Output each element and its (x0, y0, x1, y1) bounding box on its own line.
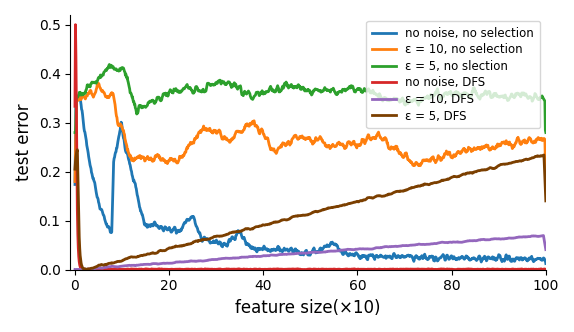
ε = 10, no selection (395, 150, 402, 154)
Line: ε = 10, no selection: ε = 10, no selection (75, 83, 546, 182)
no noise, DFS (448, 267, 455, 271)
Line: ε = 5, no slection: ε = 5, no slection (75, 64, 546, 132)
ε = 10, DFS (262, 254, 269, 258)
ε = 5, DFS (542, 199, 549, 203)
ε = 5, DFS (121, 258, 127, 262)
Line: no noise, no selection: no noise, no selection (75, 95, 546, 264)
Line: no noise, DFS: no noise, DFS (75, 25, 546, 270)
ε = 10, DFS (542, 248, 549, 252)
ε = 5, no slection (120, 66, 127, 70)
no noise, DFS (262, 267, 269, 271)
no noise, no selection (262, 247, 269, 251)
no noise, DFS (72, 23, 79, 27)
Y-axis label: test error: test error (15, 104, 33, 181)
ε = 10, no selection (120, 128, 127, 132)
no noise, DFS (120, 267, 127, 271)
ε = 10, no selection (280, 141, 286, 145)
no noise, no selection (395, 254, 402, 258)
ε = 5, no slection (106, 62, 113, 66)
no noise, DFS (72, 104, 79, 108)
no noise, no selection (120, 136, 127, 140)
no noise, DFS (280, 267, 286, 271)
ε = 10, DFS (439, 240, 446, 244)
ε = 5, DFS (448, 175, 455, 179)
ε = 5, DFS (280, 218, 287, 222)
ε = 5, no slection (439, 95, 446, 99)
ε = 5, DFS (72, 167, 79, 171)
Legend: no noise, no selection, ε = 10, no selection, ε = 5, no slection, no noise, DFS,: no noise, no selection, ε = 10, no selec… (366, 21, 540, 128)
ε = 5, DFS (396, 190, 403, 194)
no noise, no selection (76, 93, 83, 97)
ε = 10, DFS (120, 264, 127, 268)
ε = 10, DFS (395, 244, 402, 248)
ε = 5, no slection (280, 84, 286, 88)
ε = 5, no slection (395, 99, 402, 103)
ε = 5, no slection (262, 90, 269, 94)
ε = 5, DFS (74, 148, 81, 152)
ε = 10, DFS (448, 240, 455, 244)
ε = 10, no selection (95, 81, 102, 85)
ε = 5, DFS (263, 222, 270, 226)
ε = 10, DFS (540, 233, 547, 237)
Line: ε = 5, DFS: ε = 5, DFS (75, 150, 546, 270)
no noise, DFS (395, 268, 402, 272)
no noise, DFS (542, 267, 549, 271)
ε = 10, no selection (448, 155, 455, 159)
no noise, no selection (542, 262, 549, 266)
ε = 10, DFS (280, 252, 286, 256)
ε = 5, DFS (440, 178, 447, 182)
no noise, DFS (453, 268, 460, 272)
no noise, no selection (72, 183, 79, 187)
ε = 10, DFS (76, 268, 83, 272)
ε = 10, DFS (72, 268, 79, 272)
ε = 5, no slection (448, 90, 455, 94)
ε = 5, no slection (72, 130, 79, 134)
no noise, DFS (439, 267, 446, 271)
ε = 10, no selection (262, 136, 269, 140)
no noise, no selection (439, 254, 446, 258)
no noise, no selection (280, 248, 286, 252)
ε = 5, no slection (542, 130, 549, 134)
ε = 10, no selection (439, 156, 446, 160)
X-axis label: feature size(×10): feature size(×10) (235, 299, 381, 317)
no noise, no selection (448, 254, 455, 258)
ε = 10, no selection (72, 180, 79, 184)
ε = 5, DFS (83, 268, 90, 272)
ε = 10, no selection (542, 180, 549, 184)
Line: ε = 10, DFS: ε = 10, DFS (75, 235, 546, 270)
